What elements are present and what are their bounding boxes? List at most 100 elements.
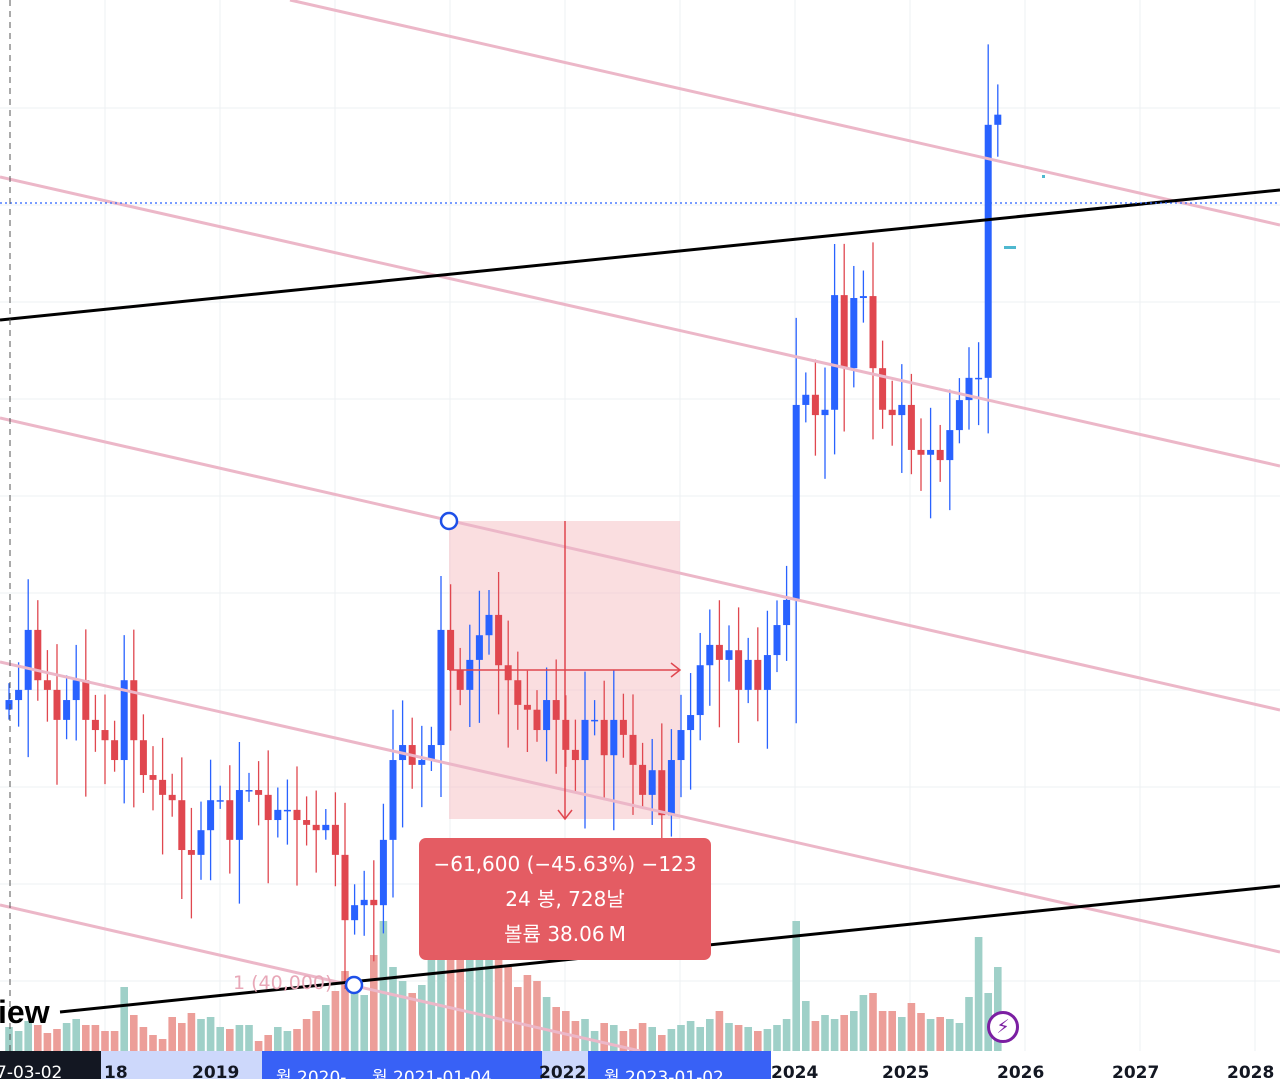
channel-lines[interactable] [0, 0, 1280, 1053]
volume-bar [677, 1025, 685, 1051]
time-axis[interactable]: 7-03-02 18 2019 월 2020- 월 2021-01-04 202… [0, 1051, 1280, 1088]
volume-bar [322, 1005, 330, 1051]
candle-body [936, 449, 944, 461]
volume-bar [437, 931, 445, 1051]
candle-body [571, 749, 579, 761]
volume-bar [418, 985, 426, 1051]
candle-body [82, 680, 90, 720]
candle-body [763, 655, 771, 690]
volume-bar [878, 1011, 887, 1051]
volume-bar [763, 1029, 772, 1051]
volume-bar [629, 1029, 637, 1051]
candle-body [869, 296, 877, 369]
volume-bar [130, 1015, 138, 1051]
volume-bar [158, 1039, 167, 1051]
volume-bar [139, 1027, 148, 1051]
volume-bar [216, 1027, 224, 1051]
candle-body [341, 854, 349, 921]
candle-body [274, 809, 282, 821]
candle-body [178, 800, 186, 851]
candle-body [831, 295, 839, 410]
candle-body [523, 704, 531, 710]
volume-bar [667, 1029, 676, 1051]
volume-bar [101, 1031, 109, 1051]
volume-bar [485, 955, 493, 1051]
candle-body [504, 665, 512, 681]
candle-body [447, 629, 455, 671]
volume-bar [456, 931, 464, 1051]
channel-line [0, 660, 1280, 954]
candle-body [303, 820, 311, 825]
candle-body [859, 296, 867, 299]
volume-bar [389, 967, 397, 1051]
candle-body [485, 614, 493, 636]
volume-bar [341, 971, 349, 1051]
candle-body [466, 659, 474, 690]
volume-bar [802, 1001, 810, 1051]
volume-bar [754, 1031, 762, 1051]
x-tick: 2022 [539, 1063, 587, 1083]
volume-bar [187, 1013, 196, 1051]
tradingview-logo: iew [0, 994, 50, 1030]
volume-bar [725, 1023, 733, 1051]
x-tick: 18 [104, 1063, 128, 1083]
volume-bar [446, 921, 455, 1051]
volume-bar [792, 921, 800, 1051]
candle-body [629, 734, 637, 765]
trend-line-upper[interactable] [0, 188, 1280, 322]
volume-bar [504, 967, 512, 1051]
volume-bar [34, 1025, 42, 1051]
volume-bar [398, 981, 407, 1051]
anchor-label: 1 (40,000) [233, 972, 333, 994]
volume-bar [168, 1017, 176, 1051]
candle-body [351, 905, 359, 921]
candle-body [149, 775, 157, 780]
volume-bar [149, 1035, 157, 1051]
candle-body [735, 650, 743, 690]
candle-body [312, 824, 320, 831]
volume-bar [715, 1011, 724, 1051]
volume-bar [552, 1007, 560, 1051]
candle-body [245, 790, 253, 792]
candle-body [360, 899, 368, 906]
candle-body [610, 719, 618, 756]
candle-body [658, 770, 666, 816]
candle-body [207, 800, 215, 831]
channel-line [0, 903, 641, 1053]
volume-bar [475, 941, 484, 1051]
x-tick: 7-03-02 [0, 1063, 63, 1083]
candle-body [994, 114, 1002, 125]
volume-bar [53, 1029, 61, 1051]
volume-bar [859, 995, 868, 1051]
volume-bar [562, 1011, 570, 1051]
candle-body [264, 794, 272, 821]
volume-bar [514, 987, 522, 1051]
volume-bar [264, 1035, 272, 1051]
measure-change: −61,600 (−45.63%) −123 [433, 852, 697, 876]
lightning-icon[interactable]: ⚡ [987, 1011, 1019, 1043]
candle-body [552, 700, 560, 720]
candle-body [216, 800, 224, 802]
candle-body [456, 670, 464, 690]
volume-bar [686, 1021, 695, 1051]
volume-bar [245, 1025, 253, 1051]
candle-body [667, 760, 675, 816]
candle-body [63, 700, 71, 720]
candle-body [24, 629, 32, 690]
candle-body [5, 700, 13, 710]
x-tick: 2025 [882, 1063, 930, 1083]
candle-body [168, 794, 176, 801]
volume-bar [235, 1025, 244, 1051]
anchor-handle[interactable] [344, 975, 364, 995]
candle-body [437, 629, 445, 746]
volume-bar [907, 1003, 916, 1051]
x-tick: 월 2023-01-02 [604, 1068, 724, 1088]
volume-bar [888, 1011, 896, 1051]
candle-body [811, 394, 819, 416]
candle-body [965, 377, 973, 401]
volume-bar [360, 995, 368, 1051]
volume-bar [619, 1031, 628, 1051]
candle-body [120, 680, 128, 761]
measure-handle-start[interactable] [439, 511, 459, 531]
